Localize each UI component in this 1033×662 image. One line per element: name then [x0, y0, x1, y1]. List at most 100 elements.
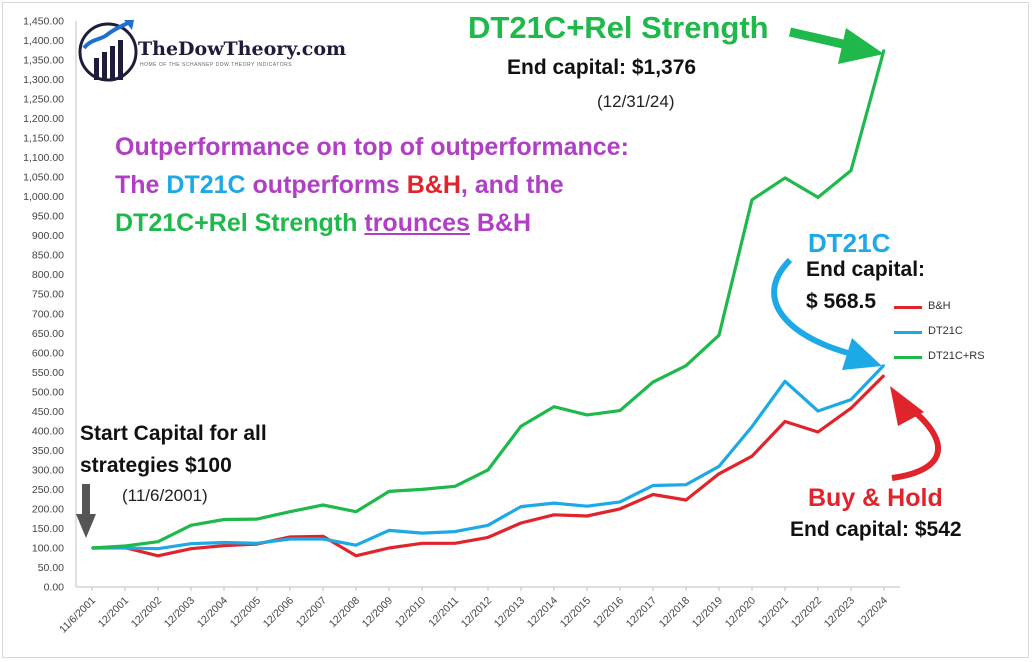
data-point — [223, 519, 225, 521]
data-point — [355, 544, 357, 546]
logo-tagline: HOME OF THE SCHANNEP DOW THEORY INDICATO… — [140, 62, 292, 68]
gray-arrowhead-icon — [76, 514, 96, 538]
x-tick-label: 12/2001 — [96, 595, 131, 630]
legend-swatch-dt21c-rs — [894, 356, 922, 359]
y-tick-label: 550.00 — [32, 367, 64, 379]
data-point — [454, 485, 456, 487]
y-tick-label: 0.00 — [44, 582, 65, 594]
data-point — [619, 501, 621, 503]
data-point — [685, 484, 687, 486]
x-tick-label: 11/6/2001 — [57, 595, 98, 636]
x-tick-label: 12/2022 — [789, 595, 824, 630]
dt21c-end-label: End capital: — [806, 258, 925, 282]
y-tick-label: 450.00 — [32, 406, 64, 418]
data-point — [883, 364, 885, 366]
data-point — [322, 538, 324, 540]
data-point — [421, 532, 423, 534]
data-point — [157, 541, 159, 543]
data-point — [124, 545, 126, 547]
y-tick-label: 800.00 — [32, 269, 64, 281]
data-point — [190, 548, 192, 550]
y-tick-label: 1,050.00 — [23, 172, 64, 184]
series-lines — [91, 49, 885, 556]
x-tick-label: 12/2020 — [723, 595, 758, 630]
y-tick-label: 750.00 — [32, 289, 64, 301]
data-point — [817, 431, 819, 433]
headline-part-3: outperforms — [246, 171, 407, 199]
headline-part-9: B&H — [470, 209, 531, 237]
rs-end-date: (12/31/24) — [597, 92, 675, 112]
data-point — [487, 469, 489, 471]
data-point — [817, 197, 819, 199]
data-point — [652, 485, 654, 487]
data-point — [190, 525, 192, 527]
headline: Outperformance on top of outperformance:… — [115, 128, 635, 242]
data-point — [850, 407, 852, 409]
data-point — [784, 421, 786, 423]
data-point — [487, 537, 489, 539]
x-tick-label: 12/2021 — [756, 595, 791, 630]
data-point — [850, 399, 852, 401]
start-capital-line-1: Start Capital for all — [80, 422, 267, 446]
data-point — [784, 380, 786, 382]
y-tick-label: 1,250.00 — [23, 94, 64, 106]
y-tick-label: 1,450.00 — [23, 16, 64, 28]
data-point — [586, 414, 588, 416]
data-point — [454, 531, 456, 533]
dt21c-end-value: $ 568.5 — [806, 290, 876, 314]
logo-text: TheDowTheory.com — [138, 38, 346, 60]
data-point — [487, 525, 489, 527]
data-point — [850, 170, 852, 172]
bh-end-capital: End capital: $542 — [790, 518, 962, 542]
x-tick-label: 12/2024 — [855, 595, 890, 630]
data-point — [784, 177, 786, 179]
x-tick-label: 12/2005 — [228, 595, 263, 630]
data-point — [91, 547, 93, 549]
y-tick-label: 850.00 — [32, 250, 64, 262]
x-tick-label: 12/2003 — [162, 595, 197, 630]
data-point — [652, 381, 654, 383]
data-point — [586, 515, 588, 517]
x-tick-label: 12/2018 — [657, 595, 692, 630]
data-point — [256, 542, 258, 544]
data-point — [289, 511, 291, 513]
y-tick-label: 500.00 — [32, 386, 64, 398]
data-point — [388, 530, 390, 532]
data-point — [718, 466, 720, 468]
legend-label-dt21c-rs: DT21C+RS — [928, 350, 985, 362]
data-point — [157, 548, 159, 550]
red-arrowhead-icon — [890, 386, 924, 426]
data-point — [289, 538, 291, 540]
y-tick-label: 1,400.00 — [23, 35, 64, 47]
data-point — [355, 555, 357, 557]
data-point — [421, 542, 423, 544]
data-point — [388, 547, 390, 549]
data-point — [388, 491, 390, 493]
x-tick-label: 12/2013 — [492, 595, 527, 630]
headline-part-4: B&H — [407, 171, 461, 199]
data-point — [652, 494, 654, 496]
data-point — [322, 504, 324, 506]
data-point — [223, 545, 225, 547]
data-point — [157, 555, 159, 557]
x-tick-label: 12/2012 — [459, 595, 494, 630]
start-capital-line-2: strategies $100 — [80, 454, 232, 478]
data-point — [685, 499, 687, 501]
data-point — [454, 542, 456, 544]
data-point — [586, 505, 588, 507]
logo: TheDowTheory.com HOME OF THE SCHANNEP DO… — [78, 14, 328, 90]
y-tick-label: 650.00 — [32, 328, 64, 340]
x-tick-label: 12/2014 — [525, 595, 560, 630]
y-tick-label: 950.00 — [32, 211, 64, 223]
y-tick-label: 200.00 — [32, 503, 64, 515]
y-tick-label: 1,150.00 — [23, 133, 64, 145]
y-tick-label: 1,300.00 — [23, 74, 64, 86]
y-tick-label: 700.00 — [32, 308, 64, 320]
y-tick-label: 400.00 — [32, 425, 64, 437]
legend-label-dt21c: DT21C — [928, 325, 963, 337]
x-tick-label: 12/2002 — [129, 595, 164, 630]
x-tick-label: 12/2016 — [591, 595, 626, 630]
x-tick-label: 12/2015 — [558, 595, 593, 630]
green-arrowhead-icon — [838, 28, 884, 64]
